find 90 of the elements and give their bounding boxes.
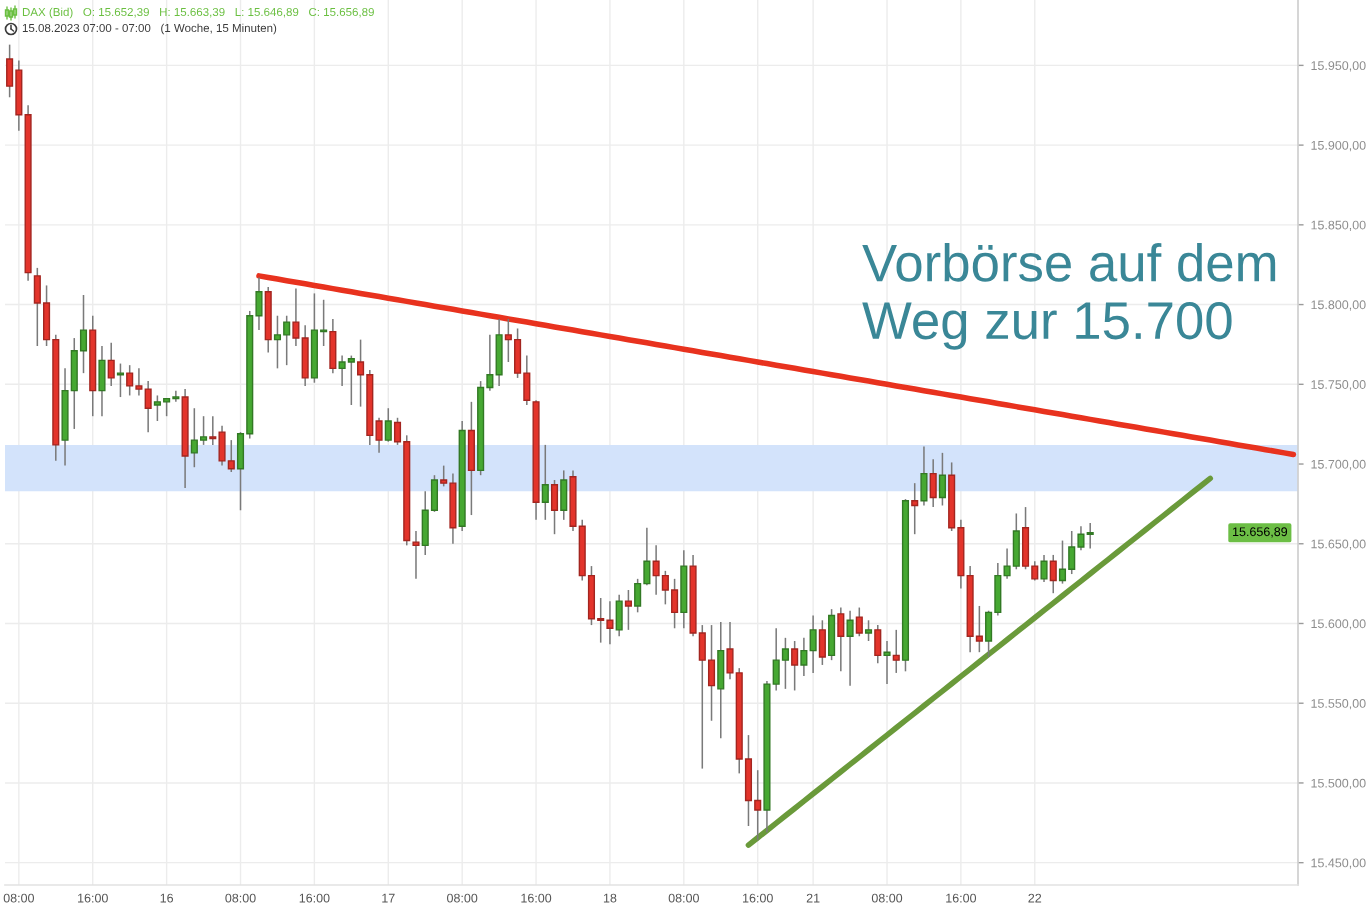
candlestick [255, 276, 263, 331]
candlestick [1058, 539, 1067, 585]
x-tick-label: 08:00 [3, 893, 35, 903]
x-tick-label: 16:00 [299, 893, 330, 903]
candlestick [338, 354, 346, 387]
x-tick-label: 16:00 [946, 893, 977, 903]
candlestick [1040, 554, 1048, 583]
x-tick-label: 16:00 [521, 893, 552, 903]
candlestick [357, 338, 365, 408]
candlestick [116, 362, 125, 398]
candlestick [384, 407, 392, 443]
candlestick [772, 627, 780, 692]
candlestick [153, 394, 161, 422]
candlestick [144, 380, 152, 433]
y-tick-label: 15.750,00 [1311, 380, 1366, 391]
y-tick-label: 15.500,00 [1311, 778, 1366, 790]
candlestick [486, 334, 494, 392]
x-tick-label: 08:00 [447, 893, 478, 903]
candlestick [347, 354, 355, 406]
candlestick [504, 318, 512, 363]
x-tick-label: 18 [603, 893, 617, 903]
candlestick [440, 464, 448, 488]
text: 15.08.2023 07:00 - 07:00 (1 Woche, 15 Minuten) [22, 23, 277, 35]
y-tick-label: 15.850,00 [1311, 220, 1366, 231]
candlestick [652, 544, 660, 596]
candlestick [227, 439, 235, 473]
text: DAX (Bid) O: 15.652,39 H: 15.663,39 L: 15.646,89 C: 15.656,89 [22, 7, 374, 19]
candlestick [209, 415, 217, 446]
candlestick [135, 367, 143, 397]
x-tick-label: 16 [160, 893, 174, 903]
candlestick [929, 458, 937, 508]
candlestick [624, 589, 632, 631]
candlestick [754, 769, 762, 842]
candlestick [643, 527, 651, 586]
y-tick-label: 15.950,00 [1311, 61, 1366, 72]
x-tick-label: 08:00 [225, 893, 256, 903]
y-tick-label: 15.450,00 [1311, 858, 1366, 869]
x-tick-label: 16:00 [78, 893, 108, 903]
x-tick-label: 08:00 [668, 893, 699, 903]
candlestick [597, 597, 605, 644]
x-tick-label: 17 [382, 893, 395, 903]
annotation: 15.656,89 [1233, 527, 1288, 538]
candlestick [671, 578, 679, 630]
candlestick [606, 600, 614, 645]
candlestick [634, 578, 642, 614]
candlestick [1049, 554, 1057, 594]
candlestick [661, 570, 669, 606]
candlestick [79, 294, 88, 374]
candlestick [892, 629, 900, 674]
candlestick [283, 314, 291, 366]
x-tick-label: 22 [1028, 893, 1042, 903]
y-tick-label: 15.650,00 [1311, 539, 1366, 550]
candlestick [1003, 547, 1011, 580]
candlestick [107, 342, 115, 387]
candlestick [809, 614, 817, 674]
candlestick [126, 364, 134, 397]
candlestick [320, 299, 328, 347]
candlestick [190, 407, 198, 468]
candlestick [412, 530, 420, 580]
candlestick [273, 314, 282, 370]
candlestick [1086, 522, 1094, 550]
candlestick [200, 415, 208, 446]
x-tick-label: 21 [806, 893, 820, 903]
candlestick [781, 637, 789, 690]
candlestick [1077, 525, 1085, 551]
y-tick-label: 15.550,00 [1311, 699, 1366, 710]
candlestick [855, 606, 863, 638]
y-tick-label: 15.800,00 [1311, 300, 1366, 311]
x-tick-label: 16:00 [743, 893, 773, 903]
candlestick [864, 619, 873, 642]
candlestick [375, 417, 383, 454]
candlestick [837, 606, 845, 673]
candlestick [393, 417, 402, 446]
y-tick-label: 15.600,00 [1311, 619, 1366, 630]
candlestick [938, 452, 946, 507]
candlestick [292, 287, 300, 347]
candlestick [911, 482, 919, 535]
x-tick-label: 08:00 [871, 893, 903, 903]
candlestick [883, 640, 891, 685]
candlestick [172, 389, 180, 403]
y-tick-label: 15.700,00 [1311, 459, 1366, 471]
candlestick [975, 605, 983, 653]
candlestick [1068, 530, 1076, 575]
candlestick [726, 621, 734, 681]
candlestick [846, 609, 854, 687]
candlestick [541, 444, 549, 521]
candlestick [800, 637, 808, 677]
annotation: Vorbörse auf dem Weg zur 15.700 [862, 243, 1276, 350]
y-tick-label: 15.900,00 [1311, 140, 1366, 152]
candlestick [791, 640, 799, 692]
